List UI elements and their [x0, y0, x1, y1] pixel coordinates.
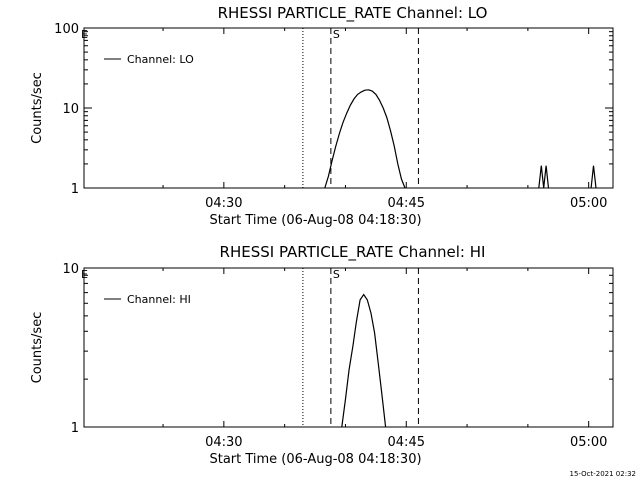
y-tick-label: 1 [71, 182, 79, 197]
x-tick-label: 04:45 [388, 196, 425, 211]
y-tick-label: 1 [71, 421, 79, 436]
event-marker-label: S [333, 268, 340, 281]
plot-frame [83, 267, 614, 428]
y-tick-label: 10 [62, 262, 79, 277]
x-axis-label: Start Time (06-Aug-08 04:18:30) [209, 213, 421, 228]
chart-panel-hi: RHESSI PARTICLE_RATE Channel: HI 04:30 04:… [30, 243, 614, 467]
corner-marker-label: E [81, 28, 88, 41]
x-tick-label: 05:00 [570, 435, 607, 450]
data-series-line [538, 165, 550, 189]
y-tick-label: 10 [62, 102, 79, 117]
chart-panel-lo: RHESSI PARTICLE_RATE Channel: LO 04:30 04:… [30, 4, 614, 228]
legend-label: Channel: LO [127, 53, 194, 66]
event-marker-label: S [333, 28, 340, 41]
chart-title: RHESSI PARTICLE_RATE Channel: LO [218, 4, 488, 23]
data-series-line [590, 165, 597, 189]
chart-title: RHESSI PARTICLE_RATE Channel: HI [220, 243, 486, 262]
y-axis-label: Counts/sec [30, 312, 45, 384]
legend-label: Channel: HI [127, 293, 191, 306]
y-axis-label: Counts/sec [30, 72, 45, 144]
x-tick-label: 04:30 [205, 435, 242, 450]
x-tick-label: 04:45 [388, 435, 425, 450]
data-series-line [341, 293, 387, 428]
data-series-line [324, 89, 406, 189]
corner-marker-label: E [81, 268, 88, 281]
x-axis-label: Start Time (06-Aug-08 04:18:30) [209, 452, 421, 467]
x-tick-label: 04:30 [205, 196, 242, 211]
footer-timestamp: 15-Oct-2021 02:32 [570, 470, 636, 478]
y-tick-label: 100 [54, 22, 79, 37]
x-tick-label: 05:00 [570, 196, 607, 211]
